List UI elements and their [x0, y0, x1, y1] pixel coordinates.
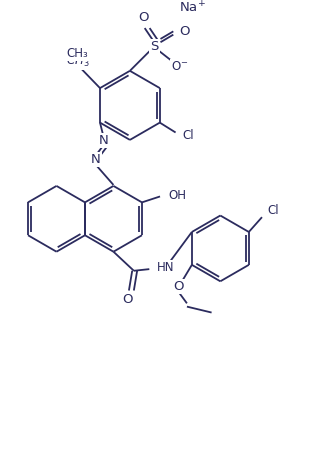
Text: OH: OH	[168, 188, 186, 202]
Text: Na$^{+}$: Na$^{+}$	[179, 1, 206, 16]
Text: ${CH_3}$: ${CH_3}$	[66, 53, 89, 69]
Text: Cl: Cl	[183, 129, 195, 142]
Text: HN: HN	[157, 261, 174, 274]
Text: O$^{-}$: O$^{-}$	[171, 60, 189, 73]
Text: O: O	[123, 293, 133, 306]
Text: N: N	[99, 134, 108, 147]
Text: Cl: Cl	[267, 204, 278, 217]
Text: O: O	[138, 11, 148, 24]
Text: O: O	[174, 280, 184, 293]
Text: O: O	[179, 25, 189, 38]
Text: N: N	[91, 153, 101, 166]
Text: CH₃: CH₃	[67, 48, 88, 60]
Text: S: S	[150, 40, 159, 53]
